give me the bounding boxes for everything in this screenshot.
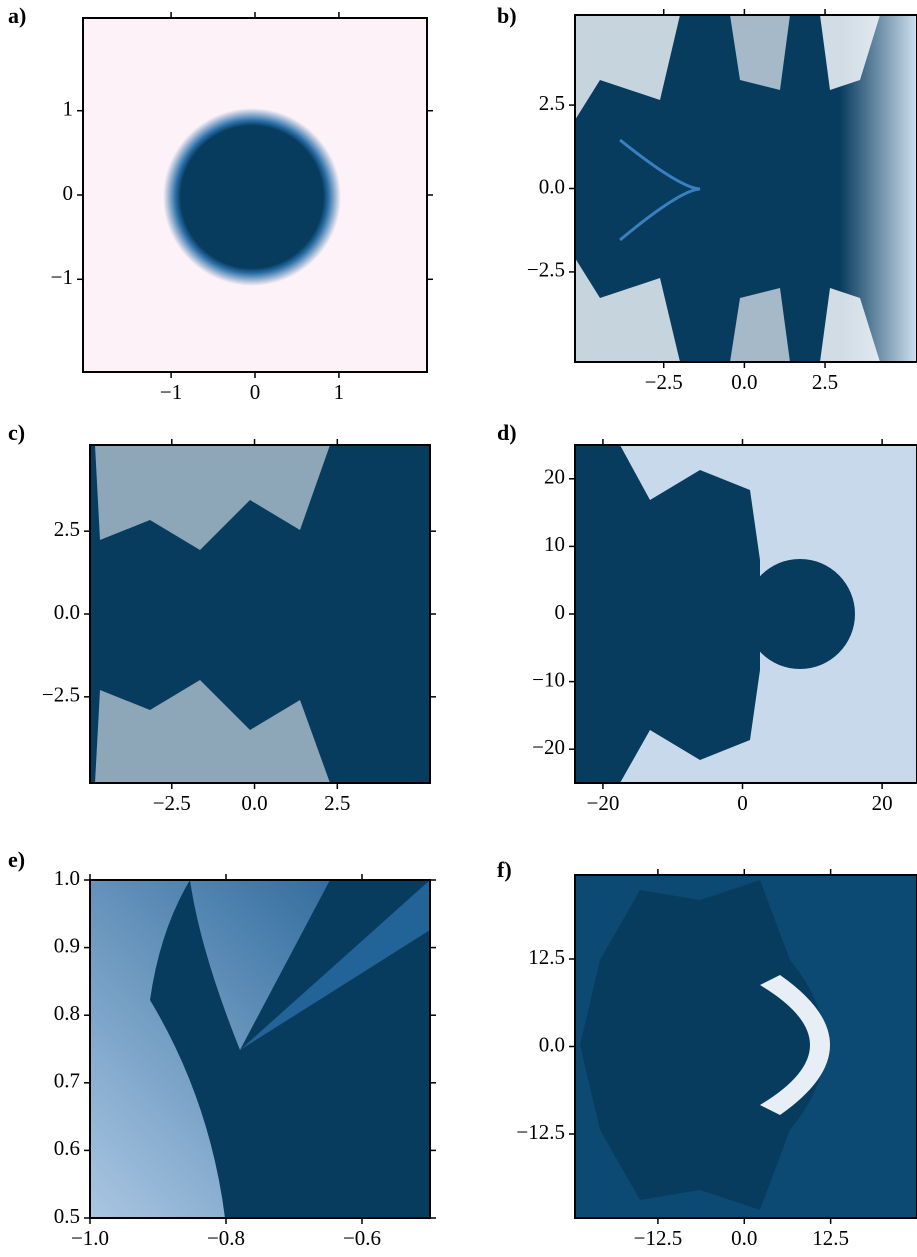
x-tick-label: −2.5 — [645, 370, 683, 394]
panel-label: c) — [8, 420, 25, 445]
y-tick-label: −10 — [532, 667, 565, 691]
x-tick-label: −20 — [586, 791, 619, 815]
y-tick-label: −1 — [51, 265, 73, 289]
y-tick-label: 0.0 — [539, 174, 565, 198]
x-tick-label: −0.6 — [343, 1226, 381, 1250]
y-tick-label: 12.5 — [528, 945, 565, 969]
panel-label: d) — [497, 420, 517, 445]
x-tick-label: −12.5 — [634, 1226, 683, 1250]
y-tick-label: −2.5 — [42, 683, 80, 707]
image-b — [575, 15, 917, 362]
y-tick-label: 0.9 — [54, 933, 80, 957]
y-tick-label: 10 — [544, 532, 565, 556]
y-tick-label: 0.8 — [54, 1001, 80, 1025]
x-tick-label: 0.0 — [731, 1226, 757, 1250]
y-tick-label: 20 — [544, 465, 565, 489]
y-tick-label: 0.7 — [54, 1069, 80, 1093]
y-tick-label: 0 — [63, 181, 74, 205]
x-tick-label: 0 — [250, 380, 261, 404]
y-tick-label: 2.5 — [539, 91, 565, 115]
x-tick-label: −1 — [160, 380, 182, 404]
x-tick-label: −2.5 — [153, 791, 191, 815]
plot-frame — [89, 879, 431, 1219]
x-tick-label: −0.8 — [207, 1226, 245, 1250]
x-tick-label: 2.5 — [812, 370, 838, 394]
y-tick-label: 1 — [63, 97, 74, 121]
y-tick-label: 0 — [555, 600, 566, 624]
y-tick-label: −20 — [532, 735, 565, 759]
panel-label: f) — [497, 857, 512, 882]
x-tick-label: 0 — [737, 791, 748, 815]
image-a — [83, 18, 427, 372]
y-tick-label: 0.6 — [54, 1136, 80, 1160]
image-c — [90, 445, 430, 783]
panel-label: e) — [8, 847, 25, 872]
y-tick-label: −12.5 — [516, 1120, 565, 1144]
x-tick-label: 0.0 — [241, 791, 267, 815]
x-tick-label: 2.5 — [324, 791, 350, 815]
y-tick-label: 0.0 — [539, 1032, 565, 1056]
y-tick-label: −2.5 — [527, 258, 565, 282]
image-e — [90, 880, 430, 1218]
x-tick-label: 20 — [872, 791, 893, 815]
y-tick-label: 0.5 — [54, 1204, 80, 1228]
panel-label: a) — [8, 3, 26, 28]
image-d — [575, 445, 917, 783]
y-tick-label: 2.5 — [54, 517, 80, 541]
image-f — [575, 875, 917, 1218]
panel-label: b) — [497, 3, 517, 28]
y-tick-label: 0.0 — [54, 600, 80, 624]
x-tick-label: −1.0 — [71, 1226, 109, 1250]
x-tick-label: 1 — [334, 380, 345, 404]
x-tick-label: 0.0 — [731, 370, 757, 394]
x-tick-label: 12.5 — [812, 1226, 849, 1250]
y-tick-label: 1.0 — [54, 866, 80, 890]
